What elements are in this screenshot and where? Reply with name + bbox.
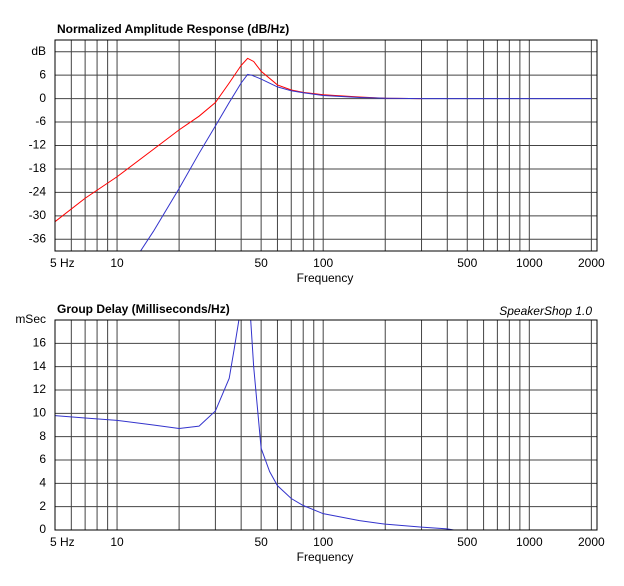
y-tick-label: 12 — [33, 382, 47, 396]
x-tick-label: 2000 — [578, 535, 605, 549]
x-tick-label: 50 — [254, 256, 268, 270]
plot-border — [54, 319, 598, 531]
x-tick-label: 1000 — [516, 535, 543, 549]
y-tick-label: -36 — [29, 231, 47, 245]
y-tick-label: -12 — [29, 138, 47, 152]
chart-title: Group Delay (Milliseconds/Hz) — [57, 302, 230, 316]
y-tick-label: -24 — [29, 185, 47, 199]
x-tick-label: 50 — [254, 535, 268, 549]
y-tick-label: dB — [31, 44, 46, 58]
plot-area — [55, 320, 597, 530]
y-tick-label: 8 — [39, 429, 46, 443]
x-tick-label: 10 — [110, 256, 124, 270]
y-tick-label: 4 — [39, 476, 46, 490]
chart-title: Normalized Amplitude Response (dB/Hz) — [57, 22, 289, 36]
x-tick-label: 5 Hz — [50, 535, 75, 549]
data-line — [55, 57, 422, 223]
y-tick-label: 0 — [39, 522, 46, 536]
x-tick-label: 100 — [313, 256, 333, 270]
x-axis-label: Frequency — [297, 550, 354, 564]
x-tick-label: 500 — [457, 535, 477, 549]
y-tick-label: 0 — [39, 91, 46, 105]
annotation: SpeakerShop 1.0 — [499, 304, 592, 318]
data-line — [55, 320, 454, 530]
y-tick-label: 6 — [39, 67, 46, 81]
y-tick-label: -6 — [35, 114, 46, 128]
y-tick-label: 2 — [39, 499, 46, 513]
y-tick-label: 16 — [33, 336, 47, 350]
y-tick-label: mSec — [15, 312, 46, 326]
y-tick-label: 10 — [33, 406, 47, 420]
plot-border — [54, 39, 598, 252]
x-tick-label: 10 — [110, 535, 124, 549]
y-tick-label: 6 — [39, 452, 46, 466]
y-tick-label: 14 — [33, 359, 47, 373]
data-line — [140, 73, 592, 251]
x-tick-label: 2000 — [578, 256, 605, 270]
x-tick-label: 100 — [313, 535, 333, 549]
x-tick-label: 1000 — [516, 256, 543, 270]
x-tick-label: 500 — [457, 256, 477, 270]
x-axis-label: Frequency — [297, 271, 354, 285]
y-tick-label: -18 — [29, 161, 47, 175]
y-tick-label: -30 — [29, 208, 47, 222]
x-tick-label: 5 Hz — [50, 256, 75, 270]
